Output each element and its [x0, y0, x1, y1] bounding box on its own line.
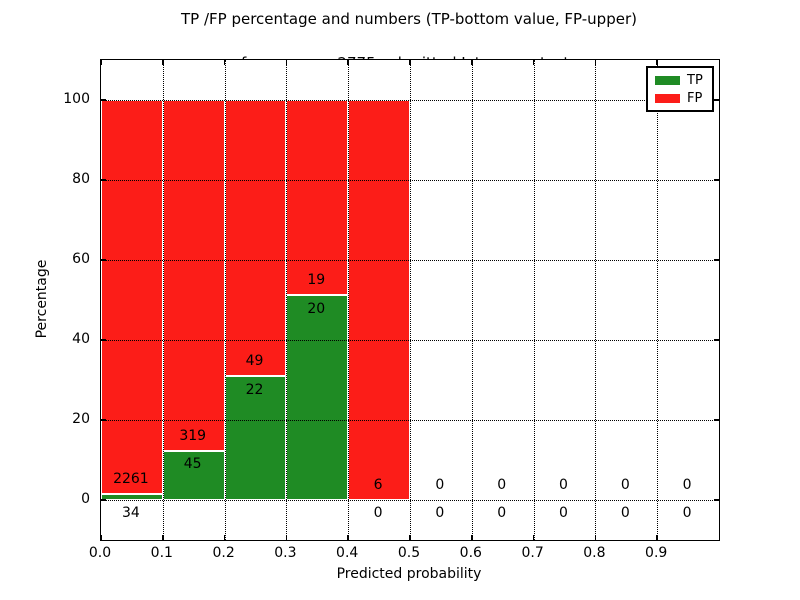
gridline-vertical — [224, 60, 226, 540]
x-tick-label: 0.7 — [521, 545, 544, 561]
tp-count-label: 0 — [435, 505, 445, 521]
y-tick-mark-right — [714, 339, 719, 341]
x-tick-label: 0.9 — [645, 545, 668, 561]
tp-count-label: 34 — [121, 505, 140, 521]
y-tick-label: 0 — [81, 491, 90, 507]
x-tick-mark — [656, 535, 658, 540]
bar-fp-segment — [224, 100, 287, 377]
tp-count-label: 0 — [620, 505, 630, 521]
x-tick-mark — [532, 535, 535, 540]
gridline-vertical — [410, 60, 411, 540]
y-axis-label: Percentage — [34, 259, 50, 339]
x-tick-mark-top — [100, 60, 102, 65]
y-tick-mark-right — [714, 99, 719, 101]
fp-count-label: 0 — [435, 477, 445, 493]
bar-fp-segment — [286, 100, 349, 295]
tp-count-label: 0 — [559, 505, 568, 521]
gridline-vertical — [286, 60, 288, 540]
x-tick-mark-top — [656, 60, 658, 65]
x-tick-mark — [471, 535, 473, 540]
bar-tp-segment — [286, 294, 349, 500]
legend: TP FP — [646, 66, 714, 112]
x-tick-label: 0.1 — [150, 545, 173, 561]
bar-fp-segment — [348, 100, 410, 500]
chart-title-line1: TP /FP percentage and numbers (TP-bottom… — [181, 10, 637, 28]
bar-tp-segment — [224, 376, 287, 500]
fp-legend-label: FP — [687, 90, 703, 106]
x-tick-mark-top — [347, 60, 349, 65]
x-tick-mark — [409, 535, 411, 540]
x-tick-mark — [162, 535, 164, 540]
x-tick-mark-top — [532, 60, 535, 65]
y-tick-label: 80 — [72, 171, 90, 187]
x-axis-label: Predicted probability — [336, 566, 482, 582]
y-tick-mark-right — [714, 499, 719, 501]
fp-legend-swatch — [655, 93, 680, 103]
bar-fp-segment — [162, 100, 225, 451]
gridline-vertical — [595, 60, 597, 540]
x-tick-mark — [223, 535, 226, 540]
x-tick-mark-top — [409, 60, 411, 65]
x-tick-label: 0.3 — [274, 545, 297, 561]
x-tick-mark — [347, 535, 349, 540]
fp-count-label: 2261 — [113, 471, 149, 488]
gridline-vertical — [348, 60, 350, 540]
tp-count-label: 45 — [183, 456, 202, 473]
y-tick-label: 60 — [72, 251, 90, 267]
gridline-vertical — [533, 60, 535, 540]
y-tick-mark — [101, 179, 106, 181]
x-tick-label: 0.5 — [397, 545, 421, 561]
fp-count-label: 6 — [373, 477, 383, 493]
legend-row-fp: FP — [655, 91, 705, 106]
y-tick-label: 40 — [72, 331, 90, 347]
x-tick-mark — [285, 535, 288, 540]
y-tick-mark — [101, 259, 106, 261]
tp-legend-swatch — [655, 75, 680, 85]
bar-tp-segment — [162, 450, 225, 500]
x-tick-label: 0.4 — [336, 545, 359, 561]
x-tick-mark — [100, 535, 102, 540]
y-tick-mark — [101, 339, 106, 341]
fp-count-label: 19 — [307, 271, 326, 288]
y-tick-mark-right — [714, 179, 719, 181]
y-tick-mark-right — [714, 259, 719, 261]
x-tick-label: 0.0 — [88, 545, 112, 561]
y-tick-mark — [101, 419, 106, 421]
gridline-vertical — [471, 60, 473, 540]
y-tick-label: 20 — [72, 411, 90, 427]
y-tick-mark — [101, 99, 106, 101]
x-tick-mark — [594, 535, 597, 540]
y-tick-mark — [101, 499, 106, 501]
x-tick-mark-top — [223, 60, 226, 65]
bar-tp-segment — [101, 494, 163, 500]
fp-count-label: 0 — [682, 477, 692, 493]
fp-count-label: 0 — [497, 477, 507, 493]
fp-count-label: 49 — [245, 353, 264, 370]
x-tick-mark-top — [162, 60, 164, 65]
x-tick-label: 0.6 — [459, 545, 482, 561]
x-tick-label: 0.8 — [583, 545, 606, 561]
gridline-vertical — [162, 60, 164, 540]
tp-count-label: 0 — [497, 505, 507, 521]
fp-count-label: 0 — [559, 477, 568, 493]
x-tick-mark-top — [471, 60, 473, 65]
gridline-vertical — [657, 60, 659, 540]
x-tick-label: 0.2 — [212, 545, 235, 561]
tp-legend-label: TP — [687, 72, 703, 88]
y-tick-label: 100 — [63, 91, 90, 107]
fp-count-label: 0 — [620, 477, 630, 493]
plot-area — [100, 59, 720, 541]
x-tick-mark-top — [594, 60, 597, 65]
x-tick-mark-top — [285, 60, 288, 65]
legend-row-tp: TP — [655, 73, 705, 88]
bar-fp-segment — [101, 100, 163, 495]
tp-count-label: 0 — [682, 505, 692, 521]
fp-count-label: 319 — [179, 427, 207, 444]
tp-count-label: 22 — [245, 381, 264, 398]
y-tick-mark-right — [714, 419, 719, 421]
tp-count-label: 0 — [373, 505, 383, 521]
tp-count-label: 20 — [307, 300, 326, 317]
